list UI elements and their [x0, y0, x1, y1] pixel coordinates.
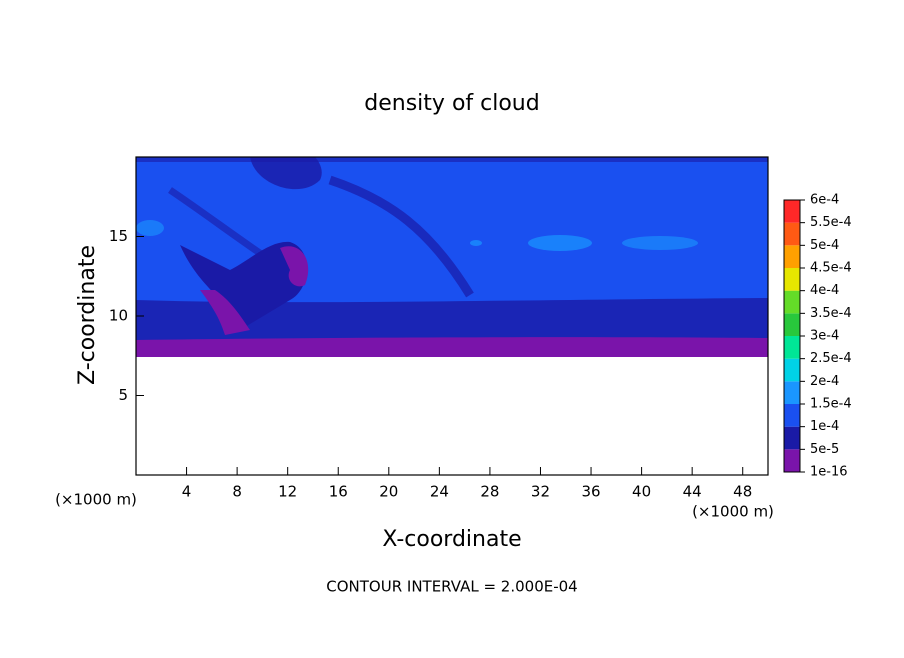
x-tick-label: 44 — [683, 483, 702, 501]
colorbar-bin — [784, 336, 800, 359]
colorbar-label: 2e-4 — [810, 374, 839, 389]
y-tick-label: 5 — [118, 386, 128, 404]
colorbar-label: 5e-5 — [810, 442, 839, 457]
x-unit-label: (×1000 m) — [692, 503, 774, 521]
colorbar-bin — [784, 268, 800, 291]
no-data-region — [136, 357, 768, 475]
contour-line — [328, 175, 474, 298]
colorbar-bin — [784, 358, 800, 382]
colorbar-bin — [784, 449, 800, 472]
x-tick-label: 48 — [733, 483, 752, 501]
x-tick-label: 8 — [232, 483, 242, 501]
colorbar-label: 5e-4 — [810, 238, 839, 253]
x-tick-label: 28 — [480, 483, 499, 501]
colorbar-label: 3.5e-4 — [810, 306, 852, 321]
colorbar-bin — [784, 245, 800, 268]
contour-region — [200, 290, 250, 335]
contour-region — [470, 240, 482, 246]
colorbar-label: 4.5e-4 — [810, 261, 852, 276]
y-tick-label: 10 — [109, 307, 128, 325]
contour-region — [136, 220, 164, 236]
colorbar-label: 6e-4 — [810, 193, 839, 208]
colorbar-label: 1e-16 — [810, 465, 848, 480]
x-tick-label: 40 — [632, 483, 651, 501]
x-tick-label: 16 — [329, 483, 348, 501]
contour-region — [528, 235, 592, 251]
colorbar-label: 1e-4 — [810, 419, 839, 434]
x-axis-label: X-coordinate — [382, 527, 521, 552]
contour-region — [250, 157, 322, 190]
colorbar-bin — [784, 290, 800, 314]
x-tick-label: 36 — [581, 483, 600, 501]
colorbar-label: 2.5e-4 — [810, 351, 852, 366]
colorbar-label: 4e-4 — [810, 283, 839, 298]
y-unit-label: (×1000 m) — [55, 491, 137, 509]
x-tick-label: 12 — [278, 483, 297, 501]
colorbar-label: 5.5e-4 — [810, 215, 852, 230]
colorbar-bin — [784, 426, 800, 450]
colorbar-label: 1.5e-4 — [810, 397, 852, 412]
contour-region — [180, 241, 307, 330]
colorbar-bin — [784, 222, 800, 246]
contour-region — [622, 236, 698, 250]
y-tick-label: 15 — [109, 227, 128, 245]
colorbar-bin — [784, 404, 800, 427]
x-tick-label: 4 — [182, 483, 192, 501]
x-tick-label: 24 — [430, 483, 449, 501]
y-axis-label: Z-coordinate — [75, 245, 100, 385]
colorbar-bin — [784, 200, 800, 223]
colorbar-bin — [784, 313, 800, 336]
contour-field — [136, 157, 768, 475]
colorbar-bin — [784, 381, 800, 404]
chart-title: density of cloud — [364, 91, 539, 116]
colorbar-label: 3e-4 — [810, 329, 839, 344]
footnote: CONTOUR INTERVAL = 2.000E-04 — [326, 578, 577, 596]
contour-region — [136, 157, 768, 162]
contour-region — [280, 246, 309, 287]
x-tick-label: 20 — [379, 483, 398, 501]
x-tick-label: 32 — [531, 483, 550, 501]
contour-region — [136, 337, 768, 357]
